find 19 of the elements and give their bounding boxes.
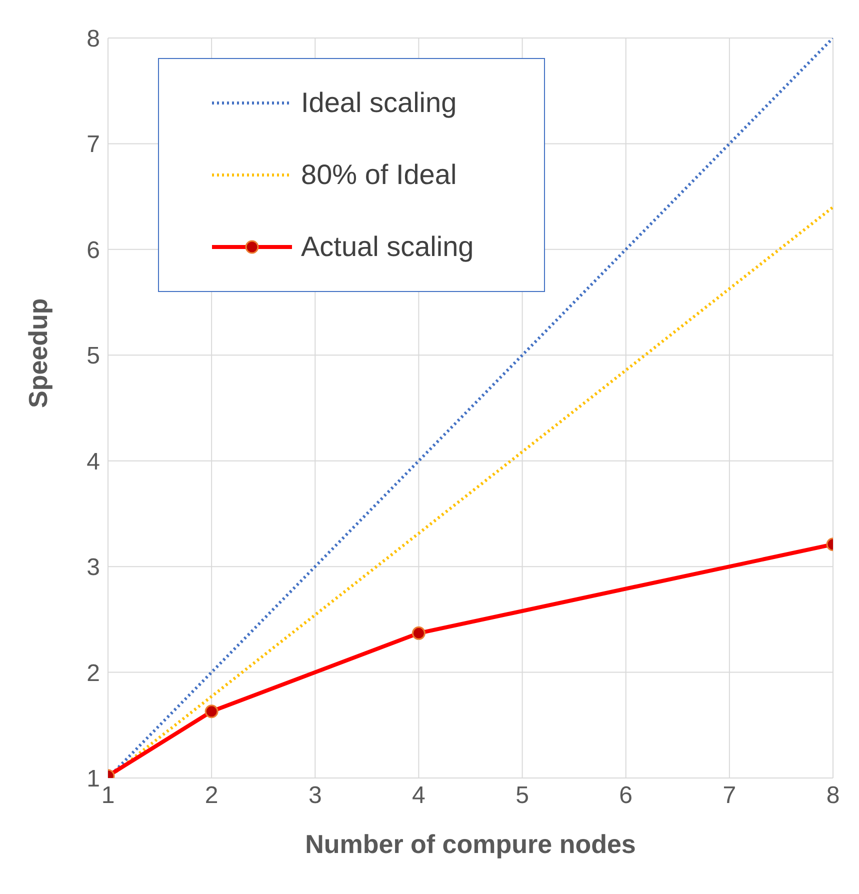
y-tick-label: 8 [86, 26, 100, 53]
legend-label: 80% of Ideal [301, 159, 457, 191]
x-tick-label: 7 [722, 782, 736, 810]
x-tick-label: 3 [308, 782, 322, 810]
x-tick-label: 5 [516, 782, 529, 810]
y-tick-label: 7 [86, 131, 100, 158]
legend-label: Actual scaling [301, 231, 474, 263]
x-tick-label: 4 [412, 782, 426, 810]
y-tick-label: 6 [86, 236, 100, 264]
legend-label: Ideal scaling [301, 87, 457, 119]
x-tick-label: 8 [826, 782, 840, 810]
x-axis-title: Number of compure nodes [305, 829, 636, 859]
x-tick-label: 6 [619, 782, 633, 810]
y-tick-label: 5 [86, 342, 100, 370]
y-tick-label: 3 [86, 554, 100, 582]
x-tick-label: 2 [204, 782, 218, 810]
y-tick-label: 2 [86, 660, 100, 687]
y-tick-label: 4 [86, 448, 100, 476]
y-axis-title: Speedup [23, 298, 54, 408]
